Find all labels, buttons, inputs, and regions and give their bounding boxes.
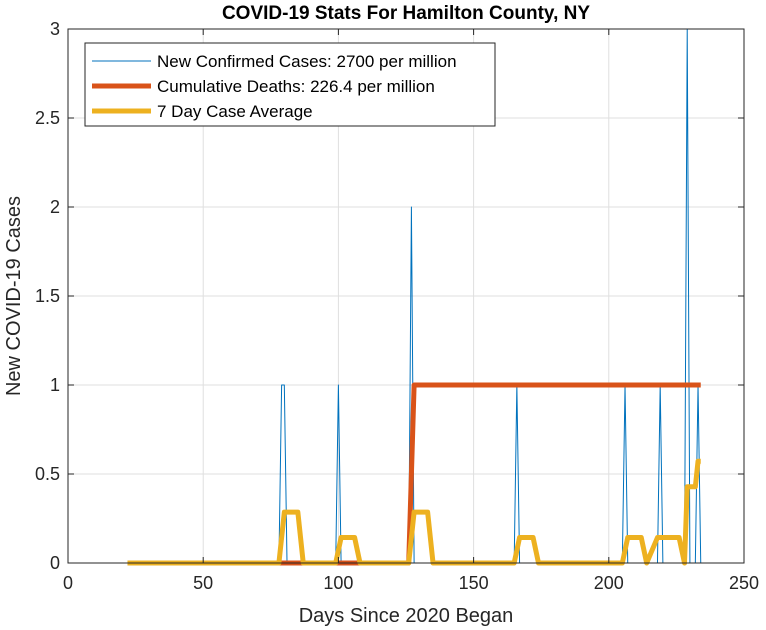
- x-tick-label: 150: [459, 573, 489, 593]
- x-tick-label: 200: [594, 573, 624, 593]
- y-tick-label: 1.5: [35, 286, 60, 306]
- y-tick-label: 2: [50, 197, 60, 217]
- axes: 0 50 100 150 200 250 0 0.5 1 1.5 2 2.5 3: [35, 19, 759, 593]
- x-axis-label: Days Since 2020 Began: [299, 605, 514, 627]
- chart-title: COVID-19 Stats For Hamilton County, NY: [222, 3, 590, 24]
- y-tick-label: 2.5: [35, 108, 60, 128]
- x-tick-label: 250: [729, 573, 759, 593]
- legend-label-0: New Confirmed Cases: 2700 per million: [157, 52, 457, 71]
- legend: New Confirmed Cases: 2700 per million Cum…: [84, 42, 496, 127]
- legend-box: [84, 42, 496, 127]
- y-tick-label: 1: [50, 375, 60, 395]
- legend-label-1: Cumulative Deaths: 226.4 per million: [157, 77, 435, 96]
- y-axis-label: New COVID-19 Cases: [3, 196, 25, 396]
- y-tick-label: 3: [50, 19, 60, 39]
- x-tick-label: 100: [323, 573, 353, 593]
- x-tick-label: 50: [193, 573, 213, 593]
- x-tick-label: 0: [63, 573, 73, 593]
- y-tick-label: 0.5: [35, 464, 60, 484]
- y-tick-label: 0: [50, 553, 60, 573]
- legend-label-2: 7 Day Case Average: [157, 102, 313, 121]
